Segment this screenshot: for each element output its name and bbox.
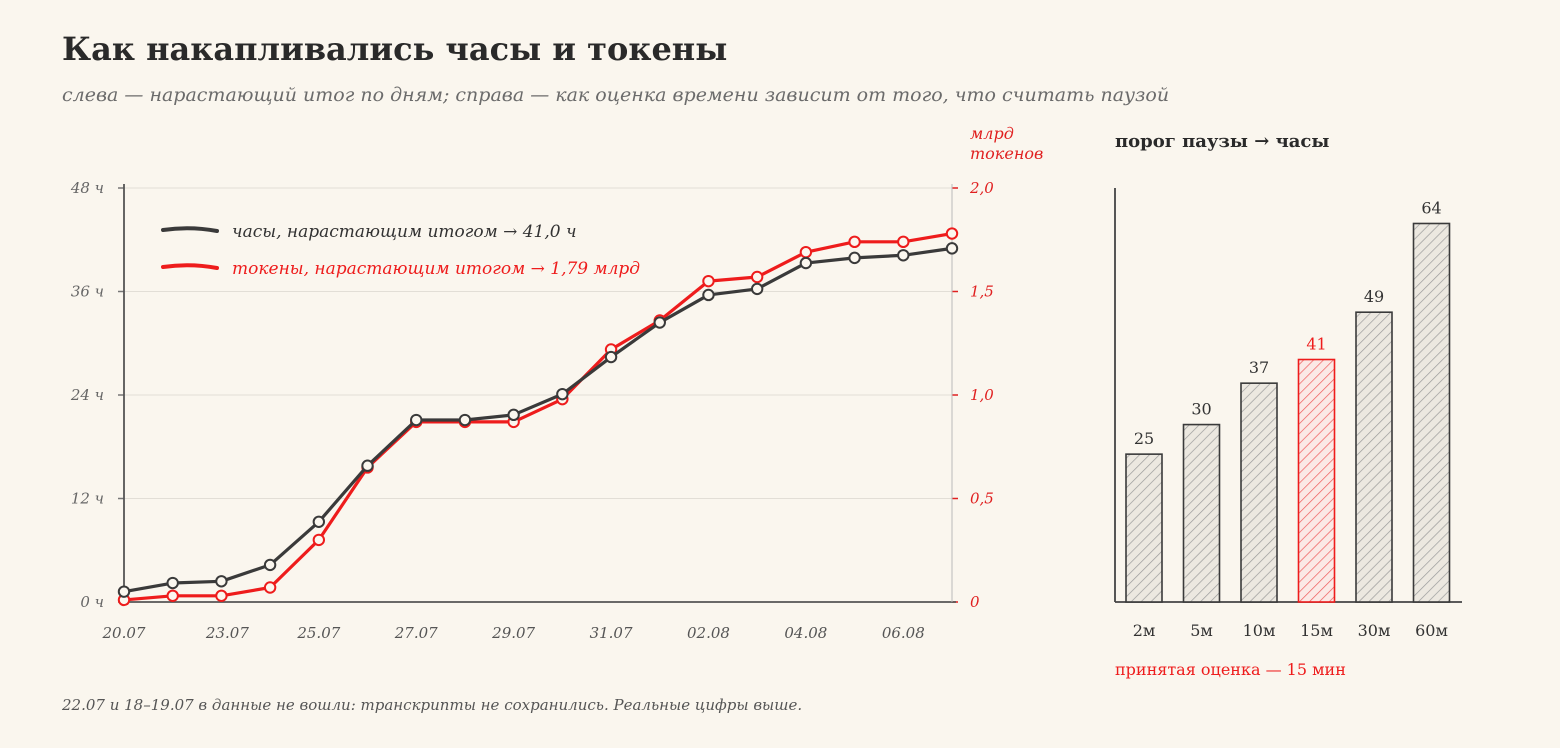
page-subtitle: слева — нарастающий итог по дням; справа… (62, 84, 1170, 106)
x-axis-tick: 25.07 (296, 624, 340, 642)
left-axis-tick: 24 ч (70, 386, 104, 404)
point-tokens (750, 270, 764, 284)
x-axis-tick: 04.08 (784, 624, 827, 642)
bar-chart-axes (1114, 188, 1462, 603)
left-axis-tick: 0 ч (80, 593, 104, 611)
point-tokens (848, 235, 861, 249)
point-hours (312, 515, 326, 528)
line-chart-ticks: 0 ч 0 12 ч 0,5 24 ч 1,0 36 ч 1,5 48 ч 2,0 20.07 23.… (70, 179, 994, 642)
point-hours (799, 256, 813, 270)
bar-value-label: 25 (1134, 429, 1154, 448)
series-line-hours (122, 246, 954, 594)
bar-value-label: 41 (1306, 335, 1326, 354)
point-hours (702, 288, 715, 302)
bar (1182, 423, 1221, 603)
right-axis-tick: 1,5 (970, 283, 994, 301)
bar-category-label: 30м (1358, 621, 1391, 640)
point-hours (750, 282, 764, 296)
line-chart-legend: часы, нарастающим итогом → 41,0 ч токены… (161, 222, 640, 279)
point-hours (215, 575, 228, 588)
point-hours (117, 585, 131, 598)
legend-label-tokens: токены, нарастающим итогом → 1,79 млрд (232, 259, 640, 279)
bar-value-label: 30 (1191, 400, 1211, 419)
point-tokens (166, 589, 179, 602)
x-axis-tick: 06.08 (882, 624, 925, 642)
left-axis-tick: 36 ч (71, 283, 104, 301)
point-hours (361, 459, 374, 472)
bar-highlighted (1297, 358, 1336, 603)
legend-swatch-hours (161, 226, 219, 233)
x-axis-tick: 23.07 (205, 624, 249, 642)
x-axis-tick: 20.07 (102, 624, 146, 642)
left-axis-tick: 48 ч (70, 179, 104, 197)
point-tokens (702, 274, 715, 288)
point-hours (653, 316, 666, 329)
point-hours (604, 350, 618, 364)
bar (1125, 453, 1163, 603)
bar-category-label: 60м (1415, 621, 1448, 640)
right-axis-tick: 0 (970, 593, 980, 611)
x-axis-tick: 29.07 (491, 624, 535, 642)
legend-swatch-tokens (161, 263, 219, 270)
bar-chart-caption: принятая оценка — 15 мин (1115, 660, 1346, 679)
point-hours (507, 408, 520, 422)
bar (1355, 311, 1393, 603)
point-hours (848, 251, 861, 265)
right-axis-label-line1: млрд (970, 124, 1014, 143)
point-tokens (215, 589, 228, 602)
bar (1412, 222, 1451, 603)
bar-chart-bars: 25 2м 30 5м 37 10м 41 15м 49 30м 64 60м (1125, 198, 1451, 640)
page-title: Как накапливались часы и токены (62, 30, 728, 68)
point-tokens (312, 533, 326, 547)
bar-category-label: 10м (1243, 621, 1276, 640)
right-axis-tick: 2,0 (969, 179, 994, 197)
point-tokens (799, 245, 813, 259)
point-hours (897, 249, 910, 262)
line-chart-grid (124, 187, 952, 499)
point-tokens (897, 235, 910, 249)
bar-category-label: 2м (1133, 621, 1156, 640)
point-hours (556, 387, 569, 401)
series-line-tokens (122, 231, 954, 602)
left-axis-tick: 12 ч (71, 490, 104, 508)
point-tokens (263, 581, 277, 594)
line-chart-series (117, 227, 959, 607)
bar-category-label: 5м (1190, 621, 1213, 640)
point-hours (166, 576, 179, 590)
point-hours (458, 413, 472, 427)
x-axis-tick: 27.07 (394, 624, 438, 642)
point-hours (945, 242, 959, 255)
x-axis-tick: 31.07 (590, 624, 633, 642)
bar-category-label: 15м (1300, 621, 1333, 640)
footnote: 22.07 и 18–19.07 в данные не вошли: тран… (62, 696, 803, 714)
right-axis-tick: 0,5 (970, 490, 994, 508)
line-chart-axes (118, 184, 958, 603)
bar-value-label: 49 (1364, 287, 1384, 306)
point-tokens (945, 227, 959, 240)
bar-value-label: 37 (1249, 358, 1269, 377)
legend-label-hours: часы, нарастающим итогом → 41,0 ч (232, 222, 577, 242)
right-axis-label-line2: токенов (970, 144, 1043, 163)
bar-chart-title: порог паузы → часы (1115, 131, 1329, 152)
bar (1240, 382, 1278, 603)
right-axis-tick: 1,0 (970, 386, 994, 404)
point-hours (410, 413, 423, 427)
x-axis-tick: 02.08 (687, 624, 730, 642)
point-hours (263, 558, 277, 572)
bar-value-label: 64 (1421, 198, 1441, 217)
